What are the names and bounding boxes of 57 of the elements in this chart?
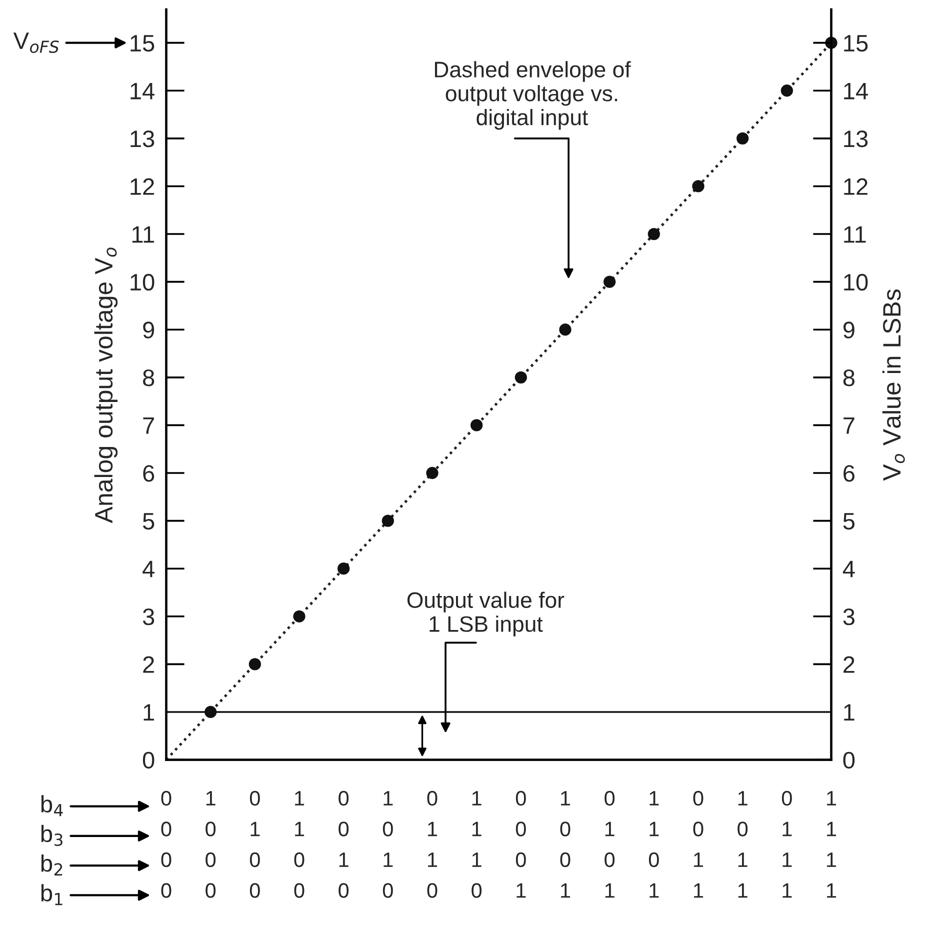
text: b$_{3}$ xyxy=(41,824,62,846)
y2-tick-label: 8 xyxy=(843,369,854,386)
y-tick-label: 14 xyxy=(130,82,154,100)
x-tick-label: 0 1 0 1 xyxy=(604,790,615,898)
text: b$_{1}$ xyxy=(41,884,62,906)
x-tick-label: 1 0 0 0 xyxy=(206,791,216,898)
y-tick-label: 15 xyxy=(130,35,154,52)
y-tick-label: 2 xyxy=(143,656,154,673)
x-tick-label: 0 1 1 1 xyxy=(782,790,792,898)
y2-tick-label: 15 xyxy=(844,35,868,52)
y-tick-label: 7 xyxy=(143,418,154,434)
y-tick-label: 8 xyxy=(143,369,154,386)
y-tick-label: 5 xyxy=(142,513,154,530)
y2-tick-label: 9 xyxy=(843,322,854,338)
y2-tick-label: 13 xyxy=(844,130,868,148)
y-tick-label: 13 xyxy=(130,130,154,148)
x-tick-label: 0 1 1 0 xyxy=(427,790,438,898)
y2-tick-label: 1 xyxy=(844,704,854,721)
x-tick-label: 1 0 1 1 xyxy=(738,791,748,898)
x-tick-label: 1 1 1 0 xyxy=(472,791,482,898)
y2-tick-label: 11 xyxy=(844,226,866,243)
y2-tick-label: 6 xyxy=(844,465,854,482)
y2-tick-label: 12 xyxy=(844,178,868,195)
annotation: Output value for 1 LSB input xyxy=(407,592,564,636)
x-tick-label: 1 1 0 0 xyxy=(294,791,304,898)
y2-axis-title: V$_{o}$ Value in LSBs xyxy=(882,289,905,481)
x-tick-label: 1 1 0 1 xyxy=(648,791,659,898)
y-tick-label: 3 xyxy=(142,608,154,626)
x-tick-label: 1 0 1 0 xyxy=(382,791,393,898)
y-tick-label: 4 xyxy=(142,560,154,578)
x-tick-label: 0 0 0 1 xyxy=(516,790,526,898)
y2-tick-label: 10 xyxy=(844,274,868,291)
y-tick-label: 6 xyxy=(143,465,154,482)
y-tick-label: 12 xyxy=(130,178,154,195)
x-tick-label: 0 0 1 1 xyxy=(693,790,704,898)
x-tick-label: 0 0 1 0 xyxy=(338,790,349,898)
y-tick-label: 1 xyxy=(144,704,154,721)
x-tick-label: 0 1 0 0 xyxy=(250,790,260,898)
y2-tick-label: 0 xyxy=(843,752,855,769)
y2-tick-label: 5 xyxy=(843,513,854,530)
x-tick-label: 1 0 0 1 xyxy=(560,791,570,898)
y2-tick-label: 3 xyxy=(843,608,854,626)
y2-tick-label: 14 xyxy=(844,82,868,100)
y-tick-label: 10 xyxy=(130,274,154,291)
x-tick-label: 0 0 0 0 xyxy=(161,790,172,898)
y-tick-label: 11 xyxy=(132,226,154,243)
y-tick-label: 9 xyxy=(143,322,154,338)
y2-tick-label: 4 xyxy=(842,560,855,578)
text: V$_{oFS}$ xyxy=(13,32,59,54)
y-tick-label: 0 xyxy=(142,752,154,769)
text: b$_{4}$ xyxy=(41,795,63,816)
y-axis-title: Analog output voltage V$_{o}$ xyxy=(94,248,118,524)
y2-tick-label: 2 xyxy=(844,656,854,673)
y2-tick-label: 7 xyxy=(844,418,854,434)
text: b$_{2}$ xyxy=(41,854,62,876)
annotation: Dashed envelope of output voltage vs. digital input xyxy=(434,61,631,130)
x-tick-label: 1 1 1 1 xyxy=(827,791,836,898)
